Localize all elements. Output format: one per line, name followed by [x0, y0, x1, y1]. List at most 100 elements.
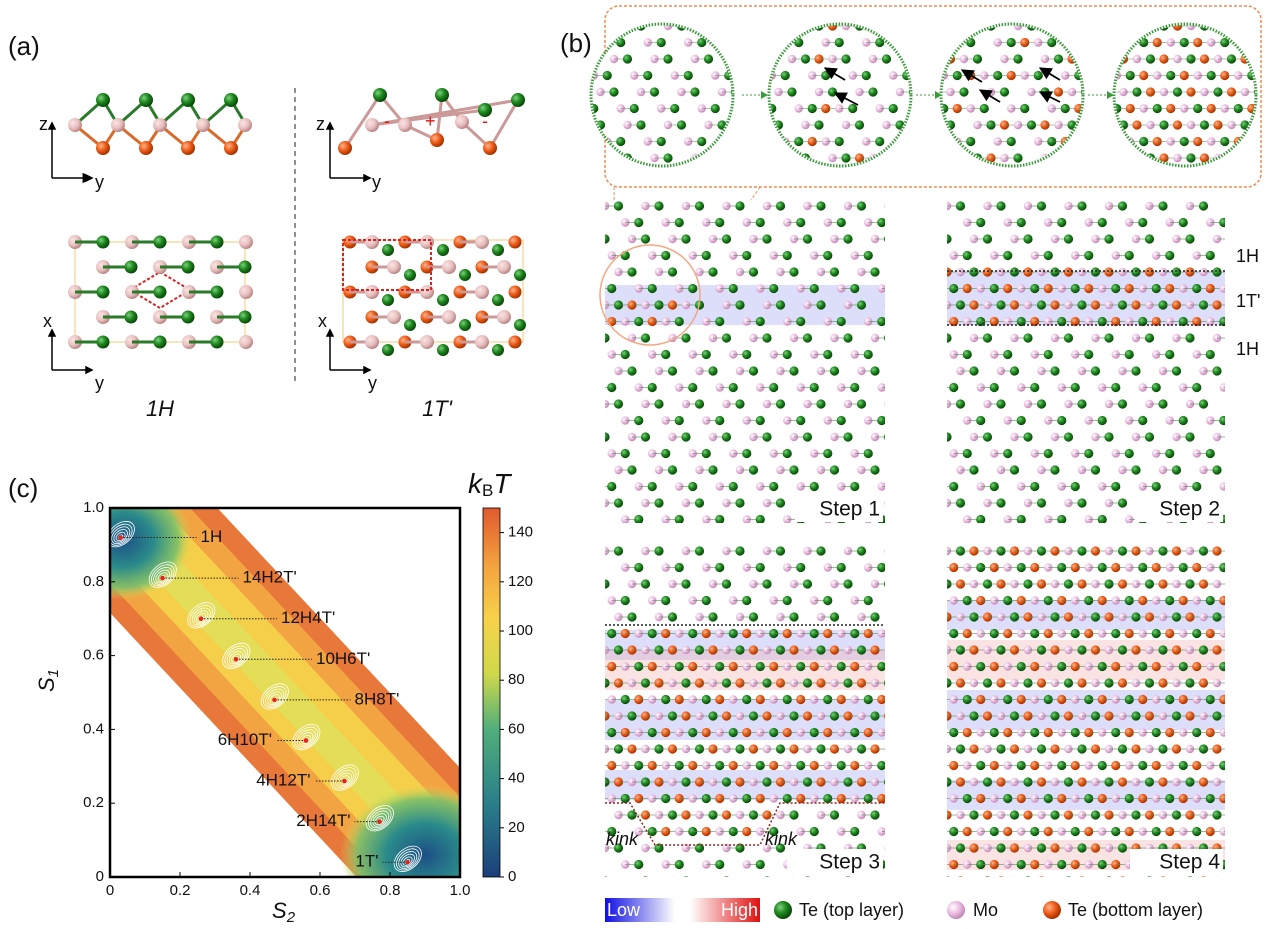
atom: [681, 579, 691, 589]
atom: [884, 876, 893, 885]
atom: [1088, 38, 1097, 47]
atom: [404, 319, 416, 331]
atom: [1226, 844, 1234, 852]
atom: [1233, 827, 1242, 836]
atom: [1111, 382, 1121, 393]
atom: [897, 843, 906, 852]
atom: [630, 170, 638, 178]
atom: [711, 170, 719, 178]
atom: [870, 810, 880, 820]
atom: [905, 515, 913, 523]
atom: [809, 283, 819, 294]
atom: [875, 136, 885, 147]
atom: [775, 843, 786, 853]
atom: [803, 531, 812, 540]
atom: [802, 333, 813, 343]
atom: [181, 141, 195, 155]
atom: [1105, 54, 1114, 63]
atom: [724, 38, 732, 47]
atom: [683, 876, 689, 877]
atom: [1145, 531, 1154, 540]
atom: [594, 563, 603, 572]
axes-arrows: [47, 121, 372, 375]
atom: [654, 546, 664, 556]
atom: [877, 217, 885, 228]
atom: [905, 860, 913, 868]
atom: [877, 316, 885, 327]
atom: [787, 153, 797, 163]
atom: [764, 876, 770, 877]
atom: [898, 367, 906, 375]
atom: [1226, 301, 1234, 309]
atom: [688, 481, 698, 492]
atom: [762, 333, 772, 343]
atom: [1185, 234, 1195, 244]
atom: [883, 236, 885, 242]
atom: [936, 827, 944, 835]
atom: [904, 695, 913, 704]
step-label: Step 2: [1159, 498, 1220, 521]
atom: [492, 294, 504, 306]
atom: [926, 137, 935, 146]
atom: [1233, 662, 1242, 671]
label-bg: [787, 849, 883, 876]
atom: [1219, 383, 1225, 392]
atom: [770, 893, 778, 901]
atom: [955, 399, 966, 409]
atom: [1044, 893, 1053, 902]
atom: [953, 170, 962, 179]
atom: [1016, 415, 1026, 426]
atom: [654, 201, 664, 211]
atom: [1106, 121, 1114, 129]
atom: [1219, 482, 1225, 491]
atom: [697, 136, 707, 147]
atom: [877, 284, 885, 293]
atom: [884, 302, 885, 308]
atom: [738, 137, 747, 146]
atom: [782, 595, 792, 606]
atom: [982, 432, 993, 442]
atom: [781, 170, 790, 179]
label-bg: [1130, 849, 1223, 876]
atom: [139, 141, 153, 155]
atom: [1063, 234, 1074, 244]
atom: [877, 562, 885, 573]
atom: [1215, 876, 1219, 877]
inset-circle: [589, 22, 735, 168]
y-tick-label: 0.8: [83, 573, 104, 590]
atom: [929, 778, 937, 786]
atom: [929, 612, 938, 621]
atom: [475, 335, 489, 349]
atom: [1219, 562, 1225, 573]
atom: [1219, 694, 1225, 705]
atom: [708, 612, 718, 622]
atom: [1261, 170, 1269, 179]
atom: [747, 154, 755, 162]
contour-ring: [339, 775, 350, 785]
contour-ring: [231, 653, 242, 663]
y-tick-label: 0: [96, 868, 104, 885]
atom: [877, 760, 885, 771]
atom: [829, 267, 840, 277]
atom: [1254, 186, 1263, 195]
atom: [769, 283, 779, 294]
atom: [1206, 893, 1215, 902]
atom: [773, 25, 784, 31]
atom: [850, 481, 860, 492]
atom: [708, 465, 718, 475]
unit-cell: [342, 239, 432, 291]
atom: [762, 531, 771, 540]
atom: [787, 87, 797, 97]
atom: [828, 186, 837, 195]
atom: [883, 335, 885, 341]
atom: [936, 482, 944, 490]
atom: [587, 778, 595, 786]
atom: [792, 876, 796, 877]
contour-ring: [367, 807, 392, 830]
atom: [1226, 711, 1235, 720]
atom: [667, 465, 678, 475]
label-part: 1: [45, 669, 62, 677]
atom: [1102, 71, 1110, 79]
atom: [1094, 876, 1097, 877]
atom: [721, 333, 732, 343]
